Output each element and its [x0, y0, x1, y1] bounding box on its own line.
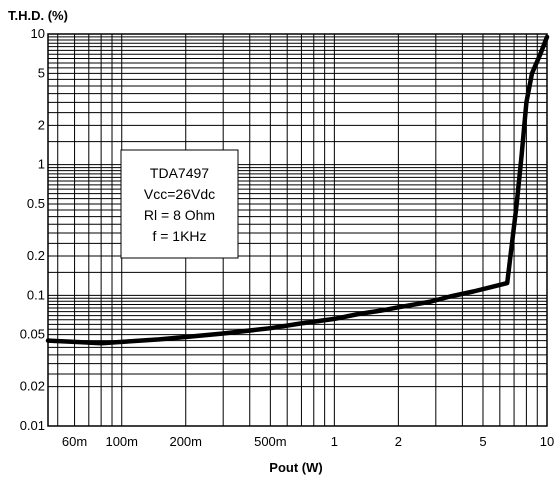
- y-tick-labels: 10 5 2 1 0.5 0.2 0.1 0.05 0.02 0.01: [20, 26, 45, 433]
- y-tick-label: 0.01: [20, 418, 45, 433]
- y-axis-label: T.H.D. (%): [8, 8, 68, 23]
- grid: [48, 34, 547, 426]
- x-axis-label: Pout (W): [269, 460, 322, 475]
- y-tick-label: 5: [38, 65, 45, 80]
- x-tick-label: 60m: [62, 434, 87, 449]
- annotation-box: TDA7497 Vcc=26Vdc Rl = 8 Ohm f = 1KHz: [120, 149, 239, 259]
- x-tick-label: 5: [479, 434, 486, 449]
- y-tick-label: 2: [38, 117, 45, 132]
- y-tick-label: 0.5: [27, 196, 45, 211]
- x-tick-labels: 60m 100m 200m 500m 1 2 5 10: [62, 434, 554, 449]
- x-tick-label: 2: [395, 434, 402, 449]
- plot-frame: [47, 33, 548, 427]
- annotation-frequency: f = 1KHz: [152, 228, 206, 244]
- x-tick-label: 1: [331, 434, 338, 449]
- y-tick-label: 0.02: [20, 379, 45, 394]
- y-tick-label: 1: [38, 157, 45, 172]
- annotation-frame: [120, 149, 239, 259]
- y-tick-label: 0.2: [27, 248, 45, 263]
- annotation-device: TDA7497: [150, 165, 209, 181]
- thd-curve: [45, 34, 550, 346]
- y-tick-label: 0.1: [27, 287, 45, 302]
- y-tick-label: 0.05: [20, 327, 45, 342]
- annotation-load: Rl = 8 Ohm: [144, 207, 215, 223]
- x-tick-label: 100m: [105, 434, 138, 449]
- x-tick-label: 200m: [169, 434, 202, 449]
- x-tick-label: 500m: [254, 434, 287, 449]
- annotation-supply: Vcc=26Vdc: [144, 186, 215, 202]
- x-tick-label: 10: [540, 434, 554, 449]
- y-tick-label: 10: [31, 26, 45, 41]
